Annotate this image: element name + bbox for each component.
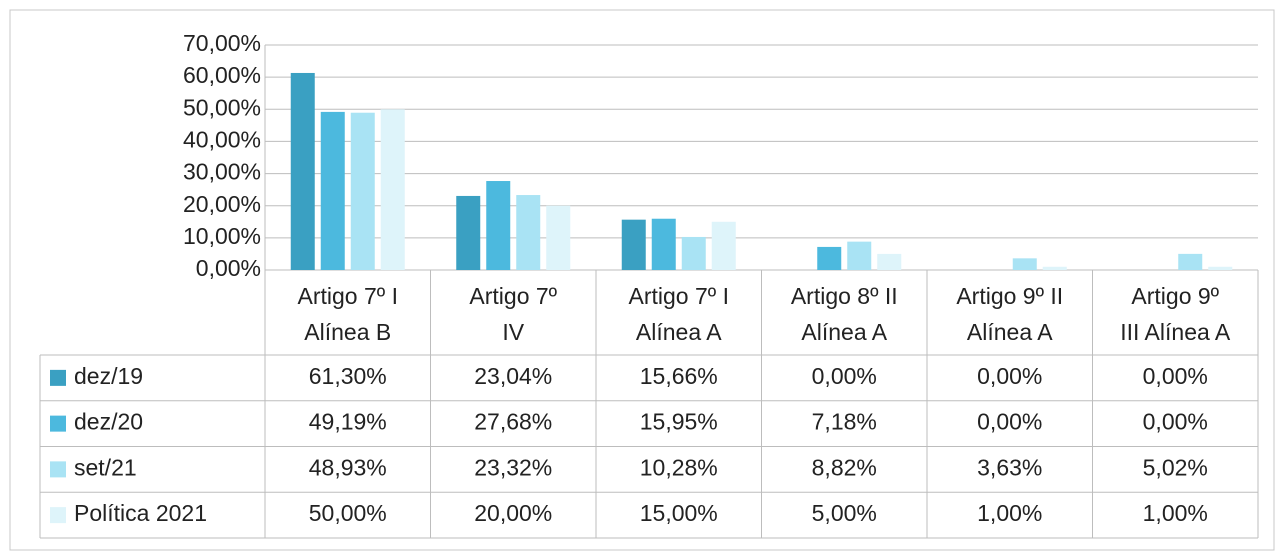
legend-swatch — [50, 369, 66, 386]
category-label: Alínea B — [304, 319, 391, 345]
table-value: 20,00% — [474, 500, 552, 526]
bar — [486, 181, 511, 270]
legend-swatch — [50, 507, 66, 524]
table-value: 0,00% — [977, 409, 1042, 435]
y-tick-label: 50,00% — [183, 94, 261, 120]
y-tick-label: 70,00% — [183, 30, 261, 56]
table-value: 0,00% — [1143, 363, 1208, 389]
bar — [380, 109, 405, 271]
category-label: IV — [502, 319, 524, 345]
bar — [516, 195, 541, 270]
bar — [546, 205, 571, 270]
y-tick-label: 10,00% — [183, 223, 261, 249]
bar — [651, 218, 676, 270]
table-value: 1,00% — [977, 500, 1042, 526]
table-value: 23,04% — [474, 363, 552, 389]
bar — [1208, 266, 1233, 270]
table-value: 15,00% — [640, 500, 718, 526]
table-value: 61,30% — [309, 363, 387, 389]
table-value: 8,82% — [812, 454, 877, 480]
y-tick-label: 20,00% — [183, 191, 261, 217]
bar — [456, 195, 481, 270]
table-value: 5,00% — [812, 500, 877, 526]
category-label: III Alínea A — [1120, 319, 1231, 345]
y-tick-label: 0,00% — [196, 255, 261, 281]
legend-label: dez/19 — [74, 363, 143, 389]
legend-label: set/21 — [74, 454, 137, 480]
table-value: 0,00% — [977, 363, 1042, 389]
bar — [1012, 258, 1037, 270]
table-value: 0,00% — [812, 363, 877, 389]
legend-label: dez/20 — [74, 409, 143, 435]
bar — [711, 221, 736, 270]
bar — [350, 112, 375, 270]
y-tick-label: 30,00% — [183, 159, 261, 185]
table-value: 50,00% — [309, 500, 387, 526]
bar — [847, 241, 872, 270]
category-label: Artigo 7º I — [629, 283, 729, 309]
category-label: Artigo 8º II — [791, 283, 898, 309]
bar — [1042, 266, 1067, 270]
bar — [290, 72, 315, 270]
table-value: 49,19% — [309, 409, 387, 435]
bar — [681, 236, 706, 270]
table-value: 1,00% — [1143, 500, 1208, 526]
y-tick-label: 60,00% — [183, 62, 261, 88]
legend-swatch — [50, 415, 66, 432]
table-value: 15,95% — [640, 409, 718, 435]
category-label: Artigo 9º — [1131, 283, 1219, 309]
table-value: 23,32% — [474, 454, 552, 480]
bar — [320, 111, 345, 270]
bar — [877, 253, 902, 270]
table-value: 27,68% — [474, 409, 552, 435]
bar — [1178, 253, 1203, 270]
category-label: Artigo 9º II — [956, 283, 1063, 309]
table-value: 15,66% — [640, 363, 718, 389]
table-value: 10,28% — [640, 454, 718, 480]
bar — [817, 246, 842, 270]
legend-label: Política 2021 — [74, 500, 207, 526]
category-label: Alínea A — [967, 319, 1053, 345]
table-value: 0,00% — [1143, 409, 1208, 435]
legend-swatch — [50, 461, 66, 478]
y-tick-label: 40,00% — [183, 127, 261, 153]
table-value: 3,63% — [977, 454, 1042, 480]
category-label: Artigo 7º I — [298, 283, 398, 309]
table-value: 5,02% — [1143, 454, 1208, 480]
table-value: 48,93% — [309, 454, 387, 480]
chart-frame — [9, 9, 1275, 551]
table-value: 7,18% — [812, 409, 877, 435]
category-label: Alínea A — [801, 319, 887, 345]
bar — [621, 219, 646, 270]
category-label: Alínea A — [636, 319, 722, 345]
category-label: Artigo 7º — [469, 283, 557, 309]
